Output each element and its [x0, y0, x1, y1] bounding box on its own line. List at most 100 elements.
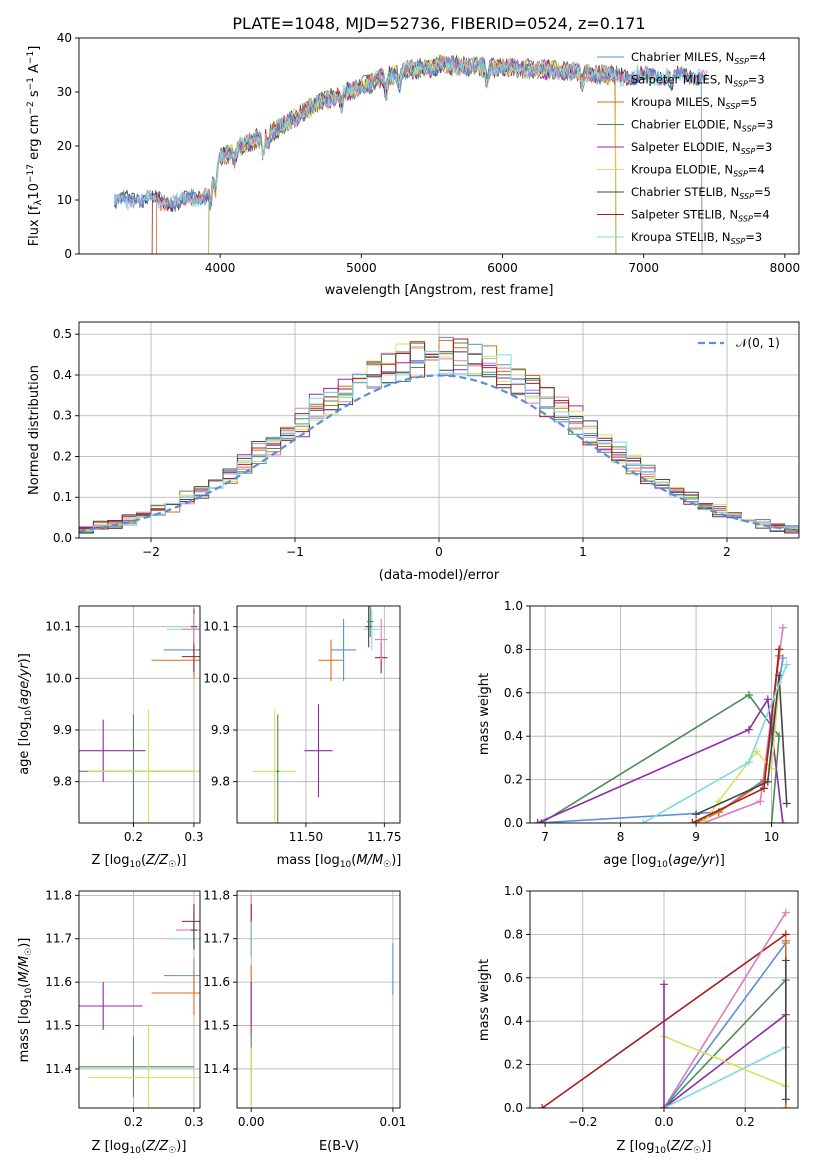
weight-age-y-label: mass weight: [477, 673, 492, 755]
y-tick-label: 0.4: [504, 729, 523, 743]
plot-area: [530, 891, 798, 1108]
plot-area: [79, 891, 200, 1108]
weight-marker: [767, 819, 776, 823]
plot-area: [237, 606, 400, 823]
y-tick-label: 0.2: [504, 773, 523, 787]
spectrum-legend: Chabrier MILES, NSSP=4 Salpeter MILES, NS…: [597, 50, 773, 246]
y-tick-label: 11.4: [45, 1062, 72, 1076]
y-tick-label: 10: [57, 193, 72, 207]
plot-area: [79, 606, 200, 823]
y-tick-label: 0.0: [53, 531, 72, 545]
mass-z-y-label: mass [log10(M/M☉)]: [17, 938, 34, 1063]
weight-line-4: [537, 696, 784, 823]
y-tick-label: 1.0: [504, 599, 523, 613]
legend-entry-5: Kroupa ELODIE, NSSP=4: [631, 163, 765, 179]
y-tick-label: 10.1: [45, 620, 72, 634]
age-z-x-label: Z [log10(Z/Z☉)]: [92, 853, 187, 870]
x-tick-label: 0.2: [736, 1115, 755, 1129]
weight-line-5: [663, 1046, 787, 1108]
x-tick-label: 11.50: [289, 830, 323, 844]
weight-age-x-label: age [log10(age/yr)]: [603, 853, 725, 870]
y-tick-label: 0.2: [504, 1058, 523, 1072]
y-tick-label: 0.6: [504, 686, 523, 700]
y-tick-label: 30: [57, 85, 72, 99]
x-tick-label: 11.75: [367, 830, 401, 844]
weight-line-1: [663, 912, 787, 1108]
legend-entry-4: Salpeter ELODIE, NSSP=3: [631, 140, 772, 156]
axes-frame: [78, 890, 201, 1109]
y-tick-label: 11.6: [203, 975, 230, 989]
plot-area: [79, 322, 799, 538]
residual-x-label: (data-model)/error: [379, 568, 500, 583]
mass-ebv-panel: 0.00 0.01 11.4 11.5 11.6 11.7 11.8 E(B-V): [203, 888, 406, 1154]
spectrum-series-3: [208, 56, 617, 254]
y-tick-label: 11.7: [45, 932, 72, 946]
x-tick-label: 0.2: [124, 1115, 143, 1129]
x-tick-label: 1: [579, 545, 587, 559]
weight-marker: [778, 623, 787, 632]
y-tick-label: 9.8: [211, 775, 230, 789]
y-tick-label: 9.9: [211, 723, 230, 737]
weight-marker: [533, 819, 542, 823]
x-tick-label: 4000: [205, 261, 236, 275]
weight-age-panel: 7 8 9 10 0.0 0.2 0.4 0.6 0.8 1.0 age [log10(age/yr…: [477, 599, 799, 870]
y-tick-label: 11.5: [45, 1019, 72, 1033]
y-tick-label: 10.0: [203, 671, 230, 685]
x-tick-label: 0.2: [124, 830, 143, 844]
residual-y-label: Normed distribution: [27, 365, 42, 495]
weight-marker: [688, 819, 697, 823]
spectrum-panel: 4000 5000 6000 7000 8000 0 10 20 30 40 wavelength …: [26, 31, 800, 298]
y-tick-label: 11.8: [45, 888, 72, 902]
y-tick-label: 11.4: [203, 1062, 230, 1076]
y-tick-label: 11.6: [45, 975, 72, 989]
weight-line-2: [663, 942, 787, 1108]
weight-marker: [744, 758, 753, 767]
x-tick-label: 7000: [628, 261, 659, 275]
weight-marker: [781, 1104, 790, 1108]
x-tick-label: 9: [692, 830, 700, 844]
legend-entry-1: Salpeter MILES, NSSP=3: [631, 73, 765, 89]
spectrum-y-label: Flux [fλ10−17 erg cm−2 s−1 A−1]: [26, 46, 44, 247]
age-mass-panel: 11.50 11.75 9.8 9.9 10.0 10.1 mass [log10(M/M☉…: [203, 605, 402, 870]
mass-z-x-label: Z [log10(Z/Z☉)]: [92, 1139, 187, 1156]
legend-entry-2: Kroupa MILES, NSSP=5: [631, 95, 757, 111]
legend-entry-normal: 𝒩(0, 1): [736, 336, 780, 350]
y-tick-label: 0.6: [504, 971, 523, 985]
x-tick-label: 0.01: [380, 1115, 407, 1129]
legend-entry-0: Chabrier MILES, NSSP=4: [631, 50, 766, 66]
axes-frame: [78, 605, 201, 824]
x-tick-label: 0: [435, 545, 443, 559]
y-tick-label: 0.1: [53, 490, 72, 504]
y-tick-label: 9.9: [53, 723, 72, 737]
weight-line-3: [663, 979, 787, 1108]
weight-line-6: [663, 1035, 787, 1088]
histogram-series-8: [79, 343, 799, 532]
plot-area: [530, 606, 798, 823]
y-tick-label: 0.8: [504, 642, 523, 656]
weight-marker: [660, 980, 668, 989]
x-tick-label: 8: [617, 830, 625, 844]
weight-marker: [699, 819, 708, 823]
axes-frame: [236, 890, 401, 1109]
y-tick-label: 0.5: [53, 327, 72, 341]
mass-z-panel: 0.2 0.3 11.4 11.5 11.6 11.7 11.8 Z [log10(Z/Z☉)…: [17, 888, 203, 1156]
age-z-y-label: age [log10(age/yr)]: [17, 653, 34, 775]
weight-line-3: [540, 693, 780, 823]
weight-marker: [692, 810, 701, 819]
mass-ebv-x-label: E(B-V): [319, 1139, 359, 1154]
weight-marker: [760, 784, 769, 793]
x-tick-label: 7: [541, 830, 549, 844]
y-tick-label: 11.5: [203, 1019, 230, 1033]
weight-line-6: [695, 675, 788, 816]
x-tick-label: 0.0: [654, 1115, 673, 1129]
x-tick-label: 2: [723, 545, 731, 559]
y-tick-label: 0.4: [504, 1014, 523, 1028]
weight-marker: [775, 732, 784, 741]
x-tick-label: 10: [764, 830, 779, 844]
plot-area: [113, 54, 708, 254]
x-tick-label: 8000: [770, 261, 801, 275]
axes-frame: [529, 605, 799, 824]
residual-panel: −2 −1 0 1 2 0.0 0.1 0.2 0.3 0.4 0.5 𝒩(0, 1) (data-mo…: [27, 321, 800, 583]
x-tick-label: −1: [286, 545, 304, 559]
